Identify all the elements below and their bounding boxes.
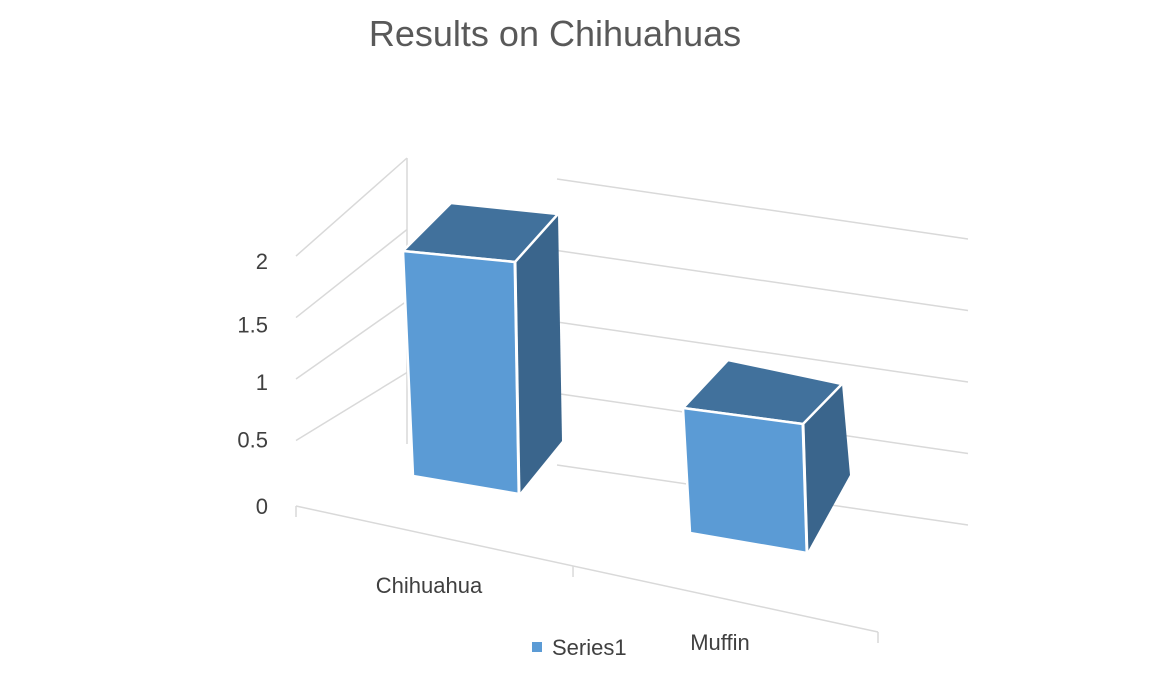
y-tick-label: 1	[256, 370, 268, 395]
axes	[295, 505, 879, 643]
grid-line-back	[556, 249, 969, 312]
grid-line-side	[295, 371, 408, 442]
x-category-label: Muffin	[690, 630, 750, 655]
y-tick-label: 1.5	[237, 313, 268, 338]
x-category-label: Chihuahua	[376, 573, 483, 598]
legend-label-series1: Series1	[552, 635, 627, 660]
chart-title: Results on Chihuahuas	[369, 13, 741, 54]
y-tick-label: 0	[256, 494, 268, 519]
grid-line-side	[295, 157, 408, 257]
y-axis-ticks: 0 0.5 1 1.5 2	[237, 249, 268, 519]
bar-chihuahua	[401, 201, 562, 496]
bar-side	[515, 214, 562, 494]
bar-front	[401, 249, 521, 496]
bar-edge-highlight	[513, 261, 521, 495]
y-tick-label: 2	[256, 249, 268, 274]
legend: Series1	[532, 635, 627, 660]
grid-line-back	[556, 178, 969, 240]
bar-front	[681, 406, 809, 555]
bar-edge-highlight	[801, 423, 809, 554]
grid	[295, 157, 969, 526]
bar-side	[803, 384, 850, 553]
bar-muffin	[681, 358, 850, 555]
bars	[401, 201, 850, 555]
grid-line-side	[295, 300, 408, 380]
grid-line-back	[556, 321, 969, 383]
y-tick-label: 0.5	[237, 428, 268, 453]
legend-swatch-series1	[532, 642, 542, 652]
x-axis-line	[295, 505, 879, 633]
grid-line-side	[295, 228, 408, 319]
x-axis-categories: Chihuahua Muffin	[376, 573, 750, 655]
